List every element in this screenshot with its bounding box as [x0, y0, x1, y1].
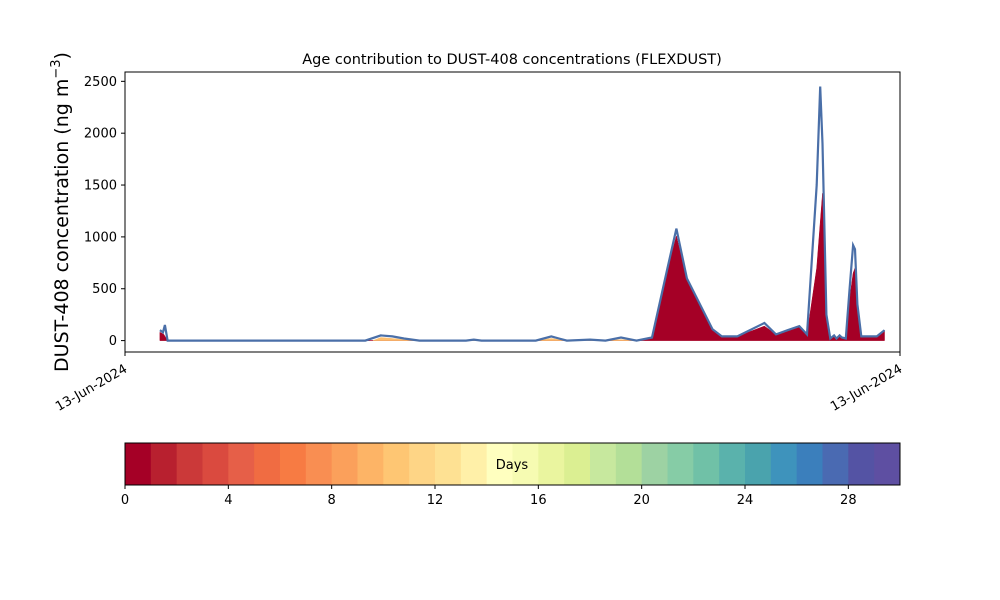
series-area-0	[159, 193, 885, 341]
colorbar-tick-label: 28	[840, 493, 857, 508]
colorbar-tick-label: 8	[328, 493, 336, 508]
y-tick-label: 2500	[84, 75, 117, 90]
y-tick-label: 500	[92, 282, 117, 297]
colorbar-cell	[409, 443, 436, 485]
colorbar-cell	[305, 443, 333, 485]
y-tick-label: 1000	[84, 230, 117, 245]
y-axis-ticks: 0 500 1000 1500 2000 2500	[84, 75, 125, 349]
x-tick-label: 13-Jun-2024	[828, 362, 905, 415]
colorbar-tick-label: 0	[121, 493, 129, 508]
colorbar-cell	[435, 443, 462, 485]
colorbar-cell	[848, 443, 875, 485]
colorbar-cell	[796, 443, 823, 485]
colorbar-cell	[357, 443, 384, 485]
y-tick-label: 2000	[84, 127, 117, 142]
colorbar-frame	[124, 442, 901, 486]
colorbar-cell	[693, 443, 720, 485]
series-area-1	[372, 337, 637, 341]
colorbar-cell	[822, 443, 849, 485]
colorbar-tick-label: 24	[737, 493, 754, 508]
colorbar-cell	[745, 443, 772, 485]
colorbar-cell	[280, 443, 307, 485]
colorbar-cell	[590, 443, 617, 485]
plot-area: 0 500 1000 1500 2000 2500 13-Jun-2024 13-Jun-2…	[53, 71, 905, 415]
colorbar-tick-label: 12	[427, 493, 444, 508]
colorbar-cells	[125, 443, 901, 485]
series-outline-2	[159, 86, 886, 342]
colorbar-cell	[125, 443, 152, 485]
colorbar-tick-label: 20	[633, 493, 650, 508]
y-tick-label: 0	[109, 334, 117, 349]
colorbar-cell	[176, 443, 203, 485]
colorbar-cell	[770, 443, 798, 485]
colorbar-cell	[564, 443, 591, 485]
colorbar-cell	[228, 443, 255, 485]
colorbar-cell	[486, 443, 513, 485]
plot-frame	[124, 71, 901, 353]
chart-title: Age contribution to DUST-408 concentrati…	[302, 52, 722, 68]
colorbar-cell	[641, 443, 668, 485]
colorbar-label: Days	[496, 458, 529, 473]
colorbar-cell	[202, 443, 229, 485]
colorbar-ticks: 0 4 8 12 16 20 24 28	[121, 485, 857, 508]
colorbar-cell	[150, 443, 178, 485]
colorbar-tick-label: 16	[530, 493, 547, 508]
colorbar: Days 0 4 8 12 16 20 24 28	[121, 442, 901, 508]
colorbar-cell	[331, 443, 358, 485]
colorbar-cell	[719, 443, 746, 485]
colorbar-cell	[383, 443, 410, 485]
colorbar-cell	[538, 443, 565, 485]
colorbar-cell	[254, 443, 281, 485]
colorbar-cell	[615, 443, 643, 485]
colorbar-cell	[460, 443, 488, 485]
y-tick-label: 1500	[84, 179, 117, 194]
stacked-areas	[159, 86, 886, 342]
y-axis-label: DUST-408 concentration (ng m−3)	[49, 52, 73, 372]
colorbar-cell	[874, 443, 901, 485]
x-axis-ticks: 13-Jun-2024 13-Jun-2024	[53, 352, 905, 415]
colorbar-cell	[512, 443, 539, 485]
colorbar-cell	[667, 443, 694, 485]
colorbar-tick-label: 4	[224, 493, 232, 508]
